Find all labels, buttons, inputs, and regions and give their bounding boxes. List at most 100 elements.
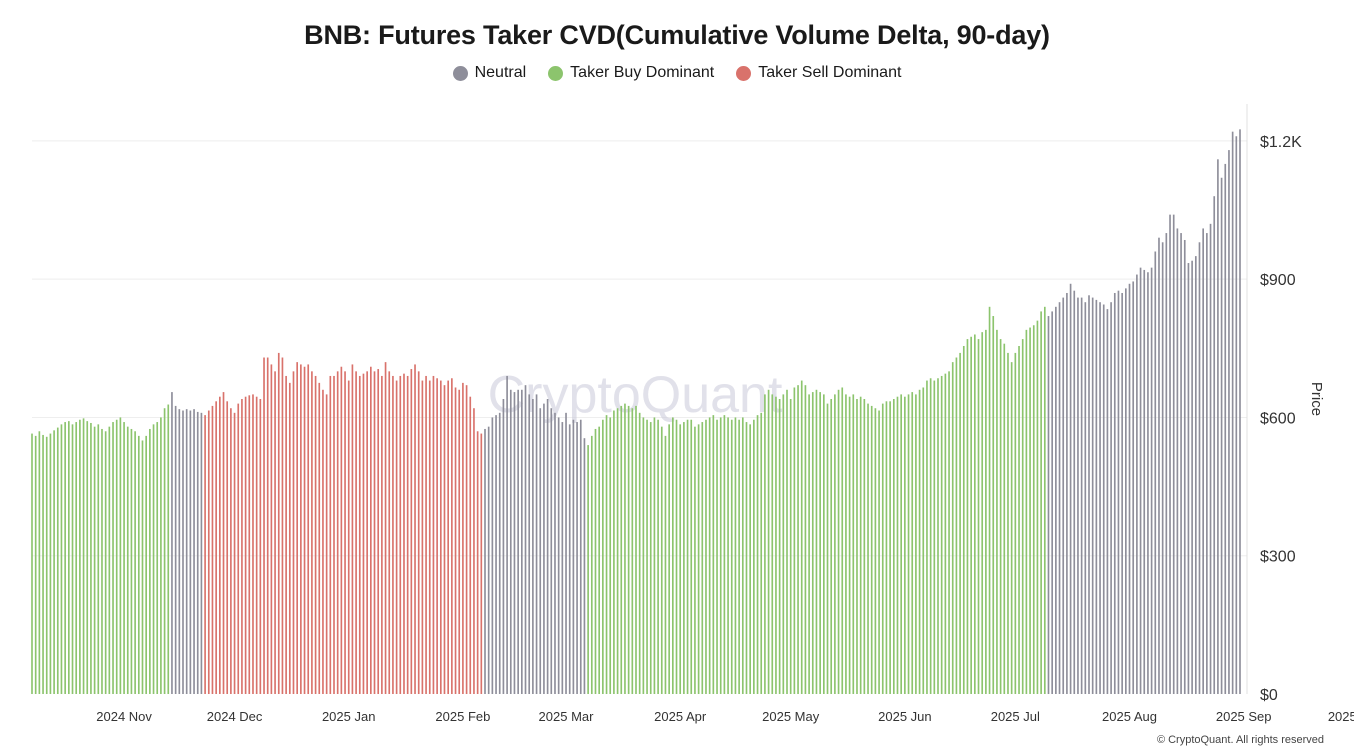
- bar: [288, 382, 291, 694]
- bar: [300, 364, 302, 694]
- bar: [775, 396, 777, 694]
- bar: [767, 389, 770, 694]
- bar: [1125, 288, 1127, 695]
- bar: [590, 435, 593, 695]
- legend-item-taker-buy[interactable]: Taker Buy Dominant: [548, 64, 714, 82]
- bar: [517, 389, 519, 694]
- bar: [546, 399, 549, 694]
- bar: [1132, 281, 1135, 694]
- bar: [657, 419, 659, 694]
- bar: [495, 415, 497, 694]
- bar: [690, 419, 693, 694]
- bar: [686, 419, 689, 694]
- bar: [1139, 267, 1142, 694]
- bar: [904, 396, 906, 694]
- bar: [266, 357, 269, 694]
- bar: [296, 362, 298, 695]
- bar: [377, 369, 380, 694]
- bar: [145, 435, 147, 695]
- bar: [885, 401, 888, 694]
- bar: [469, 396, 472, 694]
- bar: [521, 389, 523, 694]
- bar: [977, 339, 980, 694]
- bar: [1084, 302, 1087, 694]
- bar: [1069, 283, 1072, 694]
- bar: [524, 385, 527, 694]
- bar: [311, 371, 313, 694]
- bar: [31, 433, 33, 694]
- bar: [808, 394, 810, 694]
- bar: [598, 426, 600, 694]
- bar: [410, 369, 413, 694]
- bar: [351, 364, 354, 694]
- x-tick-label: 2025 May: [762, 709, 820, 724]
- bar: [509, 389, 512, 694]
- bar: [200, 412, 203, 694]
- bar: [487, 426, 490, 694]
- bar: [557, 417, 560, 694]
- bar: [863, 399, 866, 694]
- bar: [561, 422, 564, 694]
- bar: [1202, 228, 1204, 694]
- bar: [649, 422, 652, 694]
- bar: [156, 422, 159, 694]
- bar: [532, 399, 534, 694]
- bar: [392, 375, 394, 694]
- bar: [126, 426, 129, 694]
- bar: [1161, 242, 1164, 694]
- bar: [642, 417, 645, 694]
- bar: [539, 408, 542, 694]
- bar: [922, 387, 925, 694]
- bar: [465, 385, 468, 694]
- bar: [635, 405, 637, 694]
- bar: [1154, 251, 1157, 694]
- bar: [1010, 362, 1013, 695]
- bar: [1176, 228, 1179, 694]
- bar: [1113, 292, 1116, 694]
- legend-item-taker-sell[interactable]: Taker Sell Dominant: [736, 64, 901, 82]
- bar: [1080, 297, 1083, 694]
- bar: [1102, 304, 1105, 694]
- bar: [926, 380, 928, 694]
- bar: [45, 436, 48, 694]
- y-axis-label: Price: [1308, 382, 1325, 416]
- bar: [988, 306, 991, 694]
- bar: [193, 409, 195, 694]
- bar: [230, 408, 232, 694]
- bar: [811, 392, 814, 694]
- bar: [1099, 302, 1101, 694]
- legend-dot-taker-sell: [736, 65, 752, 81]
- bar: [329, 375, 332, 694]
- bar: [451, 378, 453, 694]
- bar: [1235, 136, 1238, 694]
- bar: [701, 422, 704, 694]
- y-tick-label: $0: [1260, 687, 1278, 704]
- bar: [252, 394, 254, 694]
- bar: [163, 408, 166, 694]
- legend: Neutral Taker Buy Dominant Taker Sell Do…: [0, 64, 1354, 82]
- bar: [992, 316, 995, 694]
- bar: [241, 399, 243, 694]
- bar: [1032, 325, 1035, 694]
- x-tick-label: 2025 Sep: [1216, 709, 1272, 724]
- bar: [82, 418, 85, 694]
- bar: [370, 366, 372, 694]
- bar: [631, 408, 634, 694]
- bar: [565, 412, 567, 694]
- bar: [996, 329, 998, 694]
- bar: [347, 380, 350, 694]
- legend-item-neutral[interactable]: Neutral: [452, 64, 526, 82]
- bar: [366, 371, 368, 694]
- bar: [196, 411, 199, 694]
- bar: [951, 362, 954, 695]
- bar: [307, 364, 310, 694]
- x-tick-label: 2025 Jun: [878, 709, 932, 724]
- bar: [1183, 239, 1186, 695]
- bar: [1117, 290, 1120, 694]
- bar: [53, 430, 55, 694]
- x-tick-label: 2024 Dec: [207, 709, 263, 724]
- bar: [1172, 214, 1175, 695]
- bar: [56, 427, 59, 694]
- bar: [388, 371, 391, 694]
- bar: [344, 371, 346, 694]
